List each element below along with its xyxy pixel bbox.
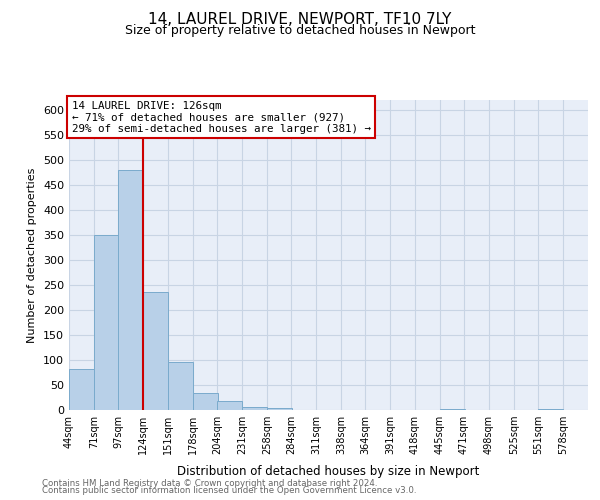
Bar [94, 235, 119, 410]
Y-axis label: Number of detached properties: Number of detached properties [28, 168, 37, 342]
Bar [242, 406, 267, 410]
Bar [538, 408, 563, 410]
Bar [168, 362, 193, 410]
Bar [193, 392, 218, 410]
Text: Contains HM Land Registry data © Crown copyright and database right 2024.: Contains HM Land Registry data © Crown c… [42, 478, 377, 488]
Bar [440, 408, 465, 410]
Bar [69, 368, 94, 410]
X-axis label: Distribution of detached houses by size in Newport: Distribution of detached houses by size … [178, 466, 479, 478]
Text: 14, LAUREL DRIVE, NEWPORT, TF10 7LY: 14, LAUREL DRIVE, NEWPORT, TF10 7LY [148, 12, 452, 28]
Bar [217, 401, 242, 410]
Text: Contains public sector information licensed under the Open Government Licence v3: Contains public sector information licen… [42, 486, 416, 495]
Bar [267, 408, 292, 410]
Text: 14 LAUREL DRIVE: 126sqm
← 71% of detached houses are smaller (927)
29% of semi-d: 14 LAUREL DRIVE: 126sqm ← 71% of detache… [71, 100, 371, 134]
Bar [143, 292, 168, 410]
Bar [118, 170, 143, 410]
Text: Size of property relative to detached houses in Newport: Size of property relative to detached ho… [125, 24, 475, 37]
